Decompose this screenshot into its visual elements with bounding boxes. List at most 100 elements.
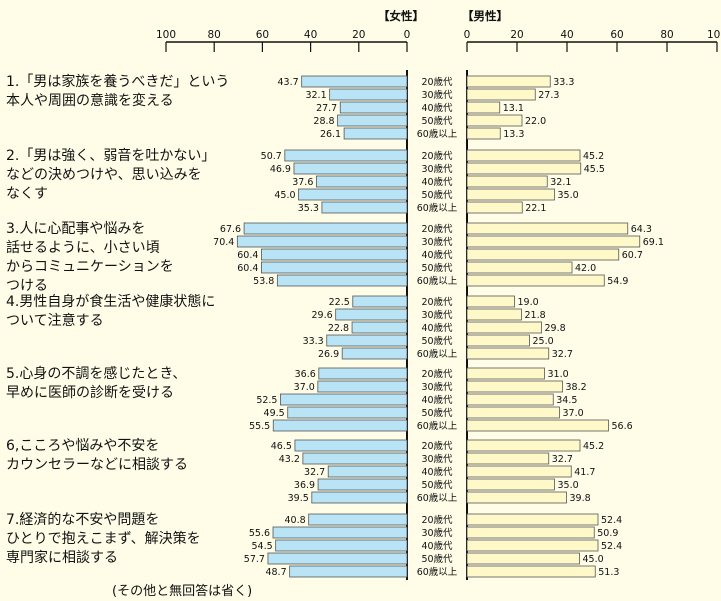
female-bar — [287, 406, 408, 419]
male-value-label: 32.1 — [550, 177, 571, 188]
female-value-label: 32.7 — [304, 467, 325, 478]
female-value-label: 52.5 — [256, 395, 277, 406]
female-value-label: 40.8 — [285, 515, 306, 526]
female-value-label: 60.4 — [237, 263, 258, 274]
female-tick-label: 100 — [156, 29, 176, 41]
female-bar — [236, 235, 408, 248]
male-bar — [466, 380, 563, 393]
male-value-label: 22.1 — [525, 203, 546, 214]
male-bar — [466, 248, 620, 261]
male-value-label: 45.2 — [583, 151, 604, 162]
female-bar — [326, 334, 408, 347]
female-bar — [335, 308, 408, 321]
female-bar — [351, 321, 408, 334]
male-value-label: 32.7 — [552, 454, 573, 465]
male-value-label: 37.0 — [563, 408, 584, 419]
male-bar — [466, 406, 560, 419]
female-bar — [261, 261, 408, 274]
male-tick-label: 80 — [660, 29, 673, 41]
male-value-label: 32.7 — [552, 349, 573, 360]
female-value-label: 57.7 — [244, 554, 265, 565]
female-value-label: 54.5 — [251, 541, 272, 552]
male-bar — [466, 127, 501, 140]
male-value-label: 27.3 — [538, 90, 559, 101]
female-value-label: 55.5 — [249, 421, 270, 432]
female-panel-title: 【女性】 — [378, 9, 424, 23]
female-tick-label: 20 — [352, 29, 365, 41]
female-value-label: 32.1 — [305, 90, 326, 101]
female-value-label: 43.7 — [278, 77, 299, 88]
male-bar — [466, 491, 567, 504]
male-bar — [466, 539, 599, 552]
female-bar — [352, 295, 408, 308]
question-label: 4.男性自身が食生活や健康状態に ついて注意する — [6, 294, 216, 329]
male-tick-label: 20 — [510, 29, 523, 41]
female-bar — [321, 201, 408, 214]
male-value-label: 39.8 — [570, 493, 591, 504]
female-bar — [289, 565, 408, 578]
male-tick-label: 40 — [560, 29, 573, 41]
female-bar — [275, 539, 408, 552]
age-group-label: 30歳代 — [421, 381, 453, 393]
male-value-label: 51.3 — [598, 567, 619, 578]
male-value-label: 64.3 — [631, 224, 652, 235]
female-bar — [276, 274, 408, 287]
female-value-label: 53.8 — [253, 276, 274, 287]
age-group-label: 50歳代 — [421, 479, 453, 491]
female-value-label: 45.0 — [274, 190, 295, 201]
male-value-label: 41.7 — [574, 467, 595, 478]
female-value-label: 43.2 — [279, 454, 300, 465]
female-value-label: 37.6 — [292, 177, 313, 188]
female-value-label: 33.3 — [303, 336, 324, 347]
female-bar — [317, 380, 408, 393]
age-group-label: 40歳代 — [421, 540, 453, 552]
male-value-label: 38.2 — [566, 382, 587, 393]
male-bar — [466, 347, 550, 360]
age-group-label: 50歳代 — [421, 335, 453, 347]
male-value-label: 13.1 — [503, 103, 524, 114]
female-value-label: 36.9 — [294, 480, 315, 491]
male-value-label: 13.3 — [503, 129, 524, 140]
age-group-label: 30歳代 — [421, 236, 453, 248]
male-value-label: 60.7 — [622, 250, 643, 261]
age-group-label: 50歳代 — [421, 553, 453, 565]
female-bar — [308, 513, 408, 526]
female-value-label: 48.7 — [265, 567, 286, 578]
female-bar — [329, 88, 408, 101]
female-value-label: 26.1 — [320, 129, 341, 140]
male-value-label: 52.4 — [601, 541, 622, 552]
male-bar — [466, 114, 523, 127]
male-bar — [466, 88, 536, 101]
female-bar — [343, 127, 408, 140]
age-group-label: 60歳以上 — [417, 566, 458, 578]
age-group-label: 20歳代 — [421, 76, 453, 88]
male-bar — [466, 162, 582, 175]
female-bar — [280, 393, 408, 406]
male-tick-label: 100 — [707, 29, 721, 41]
female-value-label: 35.3 — [298, 203, 319, 214]
male-value-label: 56.6 — [612, 421, 633, 432]
female-bar — [317, 478, 408, 491]
age-group-label: 60歳以上 — [417, 128, 458, 140]
age-group-label: 60歳以上 — [417, 202, 458, 214]
female-tick-label: 80 — [208, 29, 221, 41]
age-group-label: 30歳代 — [421, 453, 453, 465]
age-group-label: 50歳代 — [421, 407, 453, 419]
male-bar — [466, 452, 550, 465]
male-bar — [466, 419, 609, 432]
female-value-label: 60.4 — [237, 250, 258, 261]
male-value-label: 35.0 — [558, 190, 579, 201]
female-value-label: 46.9 — [270, 164, 291, 175]
male-bar — [466, 334, 530, 347]
female-bar — [272, 526, 408, 539]
male-panel-title: 【男性】 — [462, 9, 508, 23]
female-bar — [293, 162, 408, 175]
female-value-label: 36.6 — [295, 369, 316, 380]
male-bar — [466, 393, 554, 406]
age-group-label: 60歳以上 — [417, 348, 458, 360]
age-group-label: 50歳代 — [421, 262, 453, 274]
age-group-label: 30歳代 — [421, 527, 453, 539]
male-bar — [466, 201, 523, 214]
female-bar — [302, 452, 408, 465]
